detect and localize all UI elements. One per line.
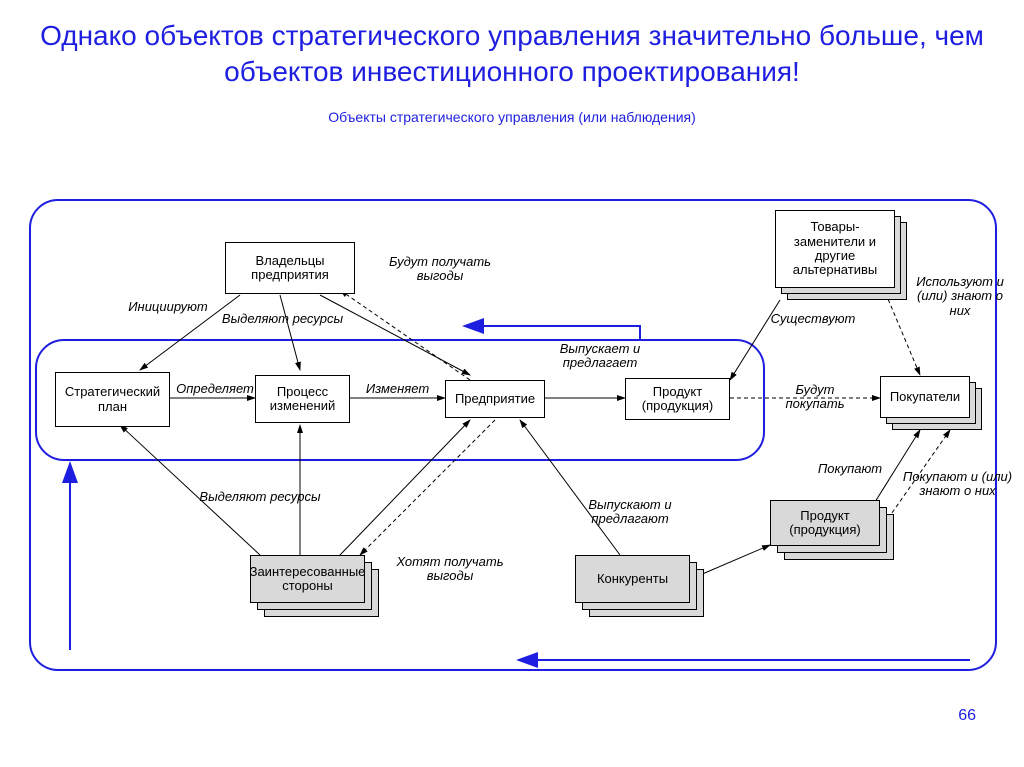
label-determines: Определяет (170, 382, 260, 396)
label-wantbenefit: Хотят получать выгоды (395, 555, 505, 584)
node-competitors: Конкуренты (575, 555, 710, 625)
label-useknow: Используют и (или) знают о них (905, 275, 1015, 318)
page-title: Однако объектов стратегического управлен… (0, 0, 1024, 91)
node-product: Продукт (продукция) (625, 378, 730, 420)
label-release2: Выпускают и предлагают (570, 498, 690, 527)
label-buy: Покупают (805, 462, 895, 476)
node-owners: Владельцы предприятия (225, 242, 355, 294)
label-buyknow: Покупают и (или) знают о них (900, 470, 1015, 499)
node-buyers: Покупатели (880, 376, 985, 436)
label-alloc1: Выделяют ресурсы (205, 312, 360, 326)
node-plan: Стратегический план (55, 372, 170, 427)
page-number: 66 (958, 707, 976, 725)
node-enterprise: Предприятие (445, 380, 545, 418)
label-releases: Выпускает и предлагает (540, 342, 660, 371)
node-process: Процесс изменений (255, 375, 350, 423)
label-initiate: Инициируют (118, 300, 218, 314)
node-substitutes: Товары-заменители и другие альтернативы (775, 210, 910, 300)
node-stakeholders: Заинтересованные стороны (250, 555, 385, 625)
label-changes: Изменяет (355, 382, 440, 396)
label-alloc2: Выделяют ресурсы (180, 490, 340, 504)
node-product2: Продукт (продукция) (770, 500, 900, 568)
label-exist: Существуют (758, 312, 868, 326)
label-willbuy: Будут покупать (770, 383, 860, 412)
label-benefit1: Будут получать выгоды (385, 255, 495, 284)
container-subtitle: Объекты стратегического управления (или … (0, 109, 1024, 125)
